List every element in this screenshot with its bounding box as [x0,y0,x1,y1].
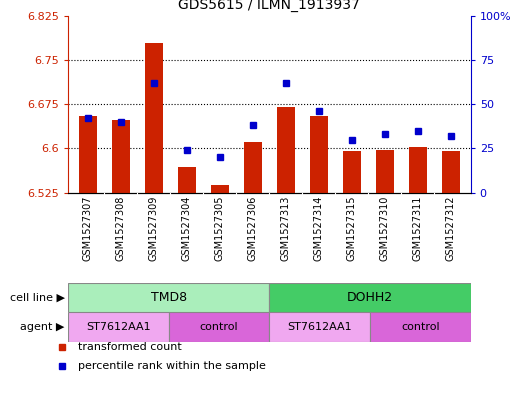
Text: GSM1527305: GSM1527305 [215,195,225,261]
Text: control: control [401,322,440,332]
Bar [370,312,471,342]
Text: GSM1527308: GSM1527308 [116,195,126,261]
Bar [442,151,460,193]
Text: percentile rank within the sample: percentile rank within the sample [78,361,266,371]
Bar [244,143,262,193]
Text: agent ▶: agent ▶ [20,322,65,332]
Text: GSM1527312: GSM1527312 [446,195,456,261]
Text: DOHH2: DOHH2 [347,291,393,304]
Text: GSM1527307: GSM1527307 [83,195,93,261]
Text: GSM1527309: GSM1527309 [149,195,159,261]
Text: GSM1527310: GSM1527310 [380,195,390,261]
Bar [178,167,196,193]
Bar [68,312,168,342]
Bar [343,151,361,193]
Bar [269,283,471,312]
Title: GDS5615 / ILMN_1913937: GDS5615 / ILMN_1913937 [178,0,360,12]
Text: TMD8: TMD8 [151,291,187,304]
Bar [409,147,427,193]
Bar [79,116,97,193]
Text: GSM1527304: GSM1527304 [182,195,192,261]
Text: GSM1527306: GSM1527306 [248,195,258,261]
Text: GSM1527311: GSM1527311 [413,195,423,261]
Bar [68,283,269,312]
Bar [310,116,328,193]
Bar [277,107,295,193]
Bar [376,150,394,193]
Text: cell line ▶: cell line ▶ [9,293,65,303]
Bar [269,312,370,342]
Bar [211,185,229,193]
Text: GSM1527315: GSM1527315 [347,195,357,261]
Text: ST7612AA1: ST7612AA1 [86,322,151,332]
Text: transformed count: transformed count [78,342,182,352]
Text: GSM1527313: GSM1527313 [281,195,291,261]
Bar [112,120,130,193]
Bar [145,44,163,193]
Text: ST7612AA1: ST7612AA1 [287,322,352,332]
Text: GSM1527314: GSM1527314 [314,195,324,261]
Text: control: control [200,322,238,332]
Bar [168,312,269,342]
